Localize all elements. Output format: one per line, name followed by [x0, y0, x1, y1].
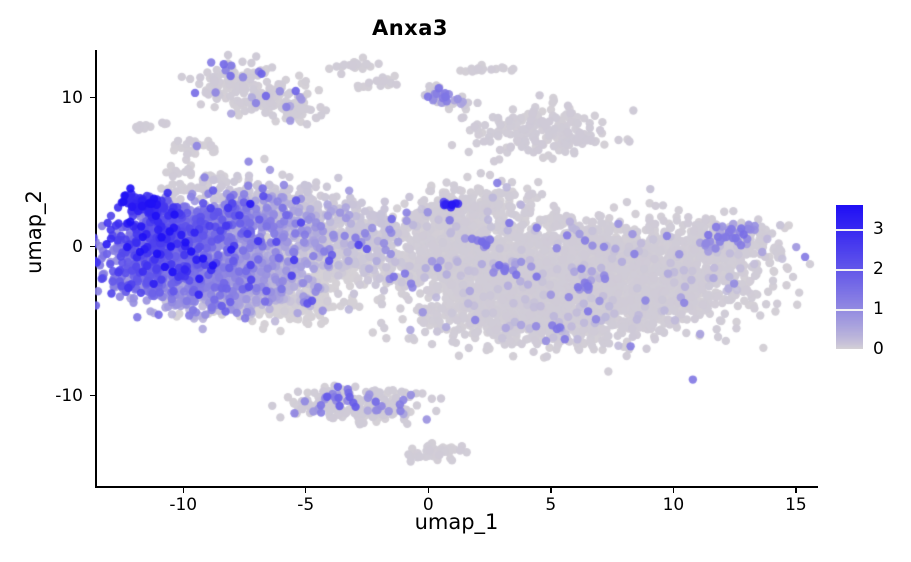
colorbar-tick-label: 1: [873, 299, 884, 319]
x-tick-label: 0: [422, 495, 434, 515]
y-tick-label: 10: [61, 87, 83, 108]
y-tick-mark: [90, 96, 95, 99]
x-tick-mark: [427, 488, 429, 493]
colorbar-tick-label: 0: [873, 339, 884, 359]
colorbar-gradient: [836, 205, 863, 349]
y-tick-mark: [90, 245, 95, 248]
scatter-plot-canvas: [95, 50, 818, 488]
x-tick-label: -5: [297, 495, 315, 515]
colorbar-tick-mark: [836, 309, 863, 311]
colorbar-tick-mark: [836, 229, 863, 231]
colorbar-legend: 3 2 1 0: [836, 205, 908, 359]
y-tick-label: 0: [72, 236, 83, 257]
y-tick-label: -10: [55, 385, 83, 406]
colorbar-tick-label: 3: [873, 219, 884, 239]
x-axis-label: umap_1: [414, 510, 499, 534]
x-tick-mark: [550, 488, 552, 493]
y-tick-mark: [90, 394, 95, 397]
plot-axes: -10 -5 0 5 10 15 10 0 -10: [55, 50, 818, 515]
x-tick-mark: [182, 488, 184, 493]
x-tick-label: 10: [662, 495, 685, 515]
x-tick-label: -10: [169, 495, 198, 515]
y-axis-label: umap_2: [21, 190, 46, 274]
x-tick-mark: [672, 488, 675, 493]
page-title: Anxa3: [371, 16, 449, 40]
x-tick-mark: [795, 488, 797, 493]
x-tick-label: 15: [785, 495, 807, 515]
x-tick-label: 5: [545, 495, 557, 515]
colorbar-tick-mark: [836, 269, 863, 271]
x-tick-mark: [305, 488, 307, 493]
colorbar-tick-label: 2: [873, 259, 884, 279]
